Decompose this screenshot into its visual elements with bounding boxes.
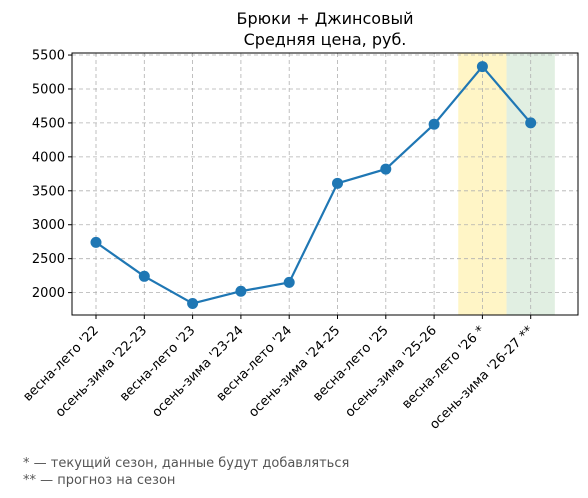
data-point bbox=[525, 117, 537, 129]
footnote-current-season: * — текущий сезон, данные будут добавлят… bbox=[23, 456, 350, 471]
highlight-bands bbox=[458, 53, 555, 315]
data-point bbox=[90, 236, 102, 248]
highlight-band-current bbox=[458, 53, 507, 315]
y-axis: 2000 2500 3000 3500 4000 4500 5000 5500 bbox=[32, 49, 72, 301]
chart-title: Брюки + Джинсовый bbox=[236, 9, 413, 28]
x-tick-label: осень-зима '25-26 bbox=[343, 323, 440, 420]
y-tick-label: 2500 bbox=[32, 252, 65, 267]
y-tick-label: 2000 bbox=[32, 286, 65, 301]
footnote-forecast: ** — прогноз на сезон bbox=[23, 473, 176, 488]
data-point bbox=[476, 61, 488, 73]
series-line bbox=[95, 65, 532, 305]
chart-subtitle: Средняя цена, руб. bbox=[244, 30, 407, 49]
data-point bbox=[235, 285, 247, 297]
data-point bbox=[138, 270, 150, 282]
grid-lines bbox=[72, 53, 578, 315]
line-chart: Брюки + Джинсовый Средняя цена, руб. 200… bbox=[20, 9, 579, 433]
y-tick-label: 5000 bbox=[32, 82, 65, 97]
y-tick-label: 4000 bbox=[32, 150, 65, 165]
x-tick-label: осень-зима '23-24 bbox=[149, 323, 246, 420]
data-point bbox=[283, 276, 295, 288]
highlight-band-forecast bbox=[506, 53, 555, 315]
x-tick-label: весна-лето '26 * bbox=[399, 323, 488, 412]
x-tick-label: осень-зима '24-25 bbox=[246, 323, 343, 420]
data-point bbox=[380, 163, 392, 175]
y-tick-label: 4500 bbox=[32, 116, 65, 131]
y-tick-label: 3500 bbox=[32, 184, 65, 199]
data-point bbox=[428, 118, 440, 130]
data-point bbox=[332, 177, 343, 189]
x-tick-label: осень-зима '22-23 bbox=[53, 323, 150, 420]
data-series bbox=[90, 61, 537, 309]
y-tick-label: 3000 bbox=[32, 218, 65, 233]
y-tick-label: 5500 bbox=[32, 49, 65, 64]
data-point bbox=[187, 297, 199, 309]
plot-frame bbox=[71, 52, 579, 316]
